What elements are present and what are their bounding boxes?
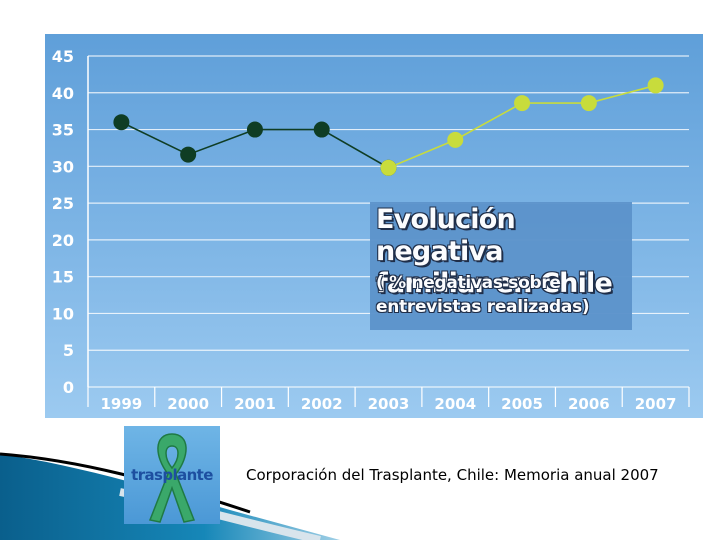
- y-tick-label: 10: [52, 304, 74, 323]
- y-tick-label: 40: [52, 84, 74, 103]
- y-tick-label: 20: [52, 231, 74, 250]
- data-point: [514, 95, 531, 112]
- logo-text: trasplante: [131, 466, 213, 484]
- x-tick-label: 2007: [635, 395, 677, 413]
- ribbon-icon: [148, 433, 196, 523]
- chart-panel: 0 5 10 15 20 25 30 35 40 45 1999 2000 2001 2002 2003 20…: [45, 34, 703, 418]
- y-tick-label: 0: [63, 378, 74, 397]
- x-tick-label: 2004: [434, 395, 476, 413]
- data-point: [313, 121, 330, 138]
- y-tick-label: 45: [52, 47, 74, 66]
- data-point: [447, 131, 464, 148]
- chart-title-box: Evolución negativa familiar en Chile ( %…: [370, 202, 632, 330]
- x-tick-label: 1999: [101, 395, 143, 413]
- data-point: [380, 159, 397, 176]
- source-caption: Corporación del Trasplante, Chile: Memor…: [246, 466, 659, 484]
- x-tick-label: 2003: [368, 395, 410, 413]
- x-tick-label: 2001: [234, 395, 276, 413]
- data-point: [180, 146, 197, 163]
- chart-title: Evolución negativa familiar en Chile: [376, 204, 613, 299]
- x-tick-label: 2006: [568, 395, 610, 413]
- data-point: [246, 121, 263, 138]
- y-tick-label: 35: [52, 121, 74, 140]
- y-tick-label: 30: [52, 157, 74, 176]
- data-point: [647, 77, 664, 94]
- x-tick-label: 2005: [501, 395, 543, 413]
- y-tick-label: 5: [63, 341, 74, 360]
- x-tick-label: 2002: [301, 395, 343, 413]
- data-point: [580, 95, 597, 112]
- data-point: [113, 114, 130, 131]
- x-tick-label: 2000: [167, 395, 209, 413]
- y-tick-label: 25: [52, 194, 74, 213]
- y-tick-label: 15: [52, 268, 74, 287]
- chart-subtitle: ( % negativas sobre entrevistas realizad…: [376, 273, 590, 317]
- trasplante-logo: trasplante: [124, 426, 220, 524]
